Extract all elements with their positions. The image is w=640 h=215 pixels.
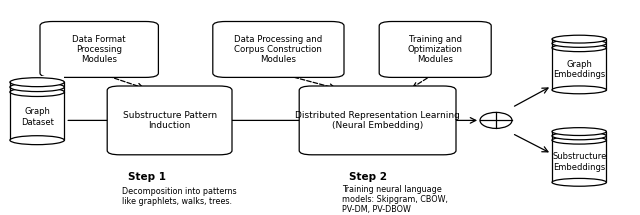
Ellipse shape: [10, 83, 65, 92]
FancyBboxPatch shape: [108, 86, 232, 155]
Bar: [552, 126, 607, 140]
Text: Step 2: Step 2: [349, 172, 387, 182]
Ellipse shape: [552, 178, 607, 186]
FancyBboxPatch shape: [40, 22, 159, 77]
Ellipse shape: [552, 132, 607, 140]
Text: Data Format
Processing
Modules: Data Format Processing Modules: [72, 35, 126, 64]
Bar: [552, 140, 607, 182]
Text: Substructure
Embeddings: Substructure Embeddings: [552, 152, 606, 172]
Ellipse shape: [480, 112, 512, 128]
Ellipse shape: [552, 128, 607, 135]
Ellipse shape: [552, 44, 607, 52]
Text: Distributed Representation Learning
(Neural Embedding): Distributed Representation Learning (Neu…: [295, 111, 460, 130]
Ellipse shape: [10, 136, 65, 145]
Ellipse shape: [552, 35, 607, 43]
FancyBboxPatch shape: [380, 22, 492, 77]
Bar: [552, 34, 607, 48]
Text: Graph
Embeddings: Graph Embeddings: [553, 60, 605, 79]
Text: Step 1: Step 1: [128, 172, 166, 182]
Ellipse shape: [552, 136, 607, 144]
Bar: [10, 92, 65, 140]
FancyBboxPatch shape: [212, 22, 344, 77]
Ellipse shape: [552, 40, 607, 47]
Text: Substructure Pattern
Induction: Substructure Pattern Induction: [122, 111, 217, 130]
FancyBboxPatch shape: [300, 86, 456, 155]
Text: Training and
Optimization
Modules: Training and Optimization Modules: [408, 35, 463, 64]
Text: Data Processing and
Corpus Construction
Modules: Data Processing and Corpus Construction …: [234, 35, 323, 64]
Bar: [10, 76, 65, 92]
Bar: [552, 48, 607, 90]
Ellipse shape: [10, 78, 65, 87]
Ellipse shape: [552, 86, 607, 94]
Ellipse shape: [10, 88, 65, 97]
Text: Decomposition into patterns
like graphlets, walks, trees.: Decomposition into patterns like graphle…: [122, 187, 236, 206]
Text: Graph
Dataset: Graph Dataset: [20, 107, 54, 127]
Text: Training neural language
models: Skipgram, CBOW,
PV-DM, PV-DBOW: Training neural language models: Skipgra…: [342, 185, 448, 214]
